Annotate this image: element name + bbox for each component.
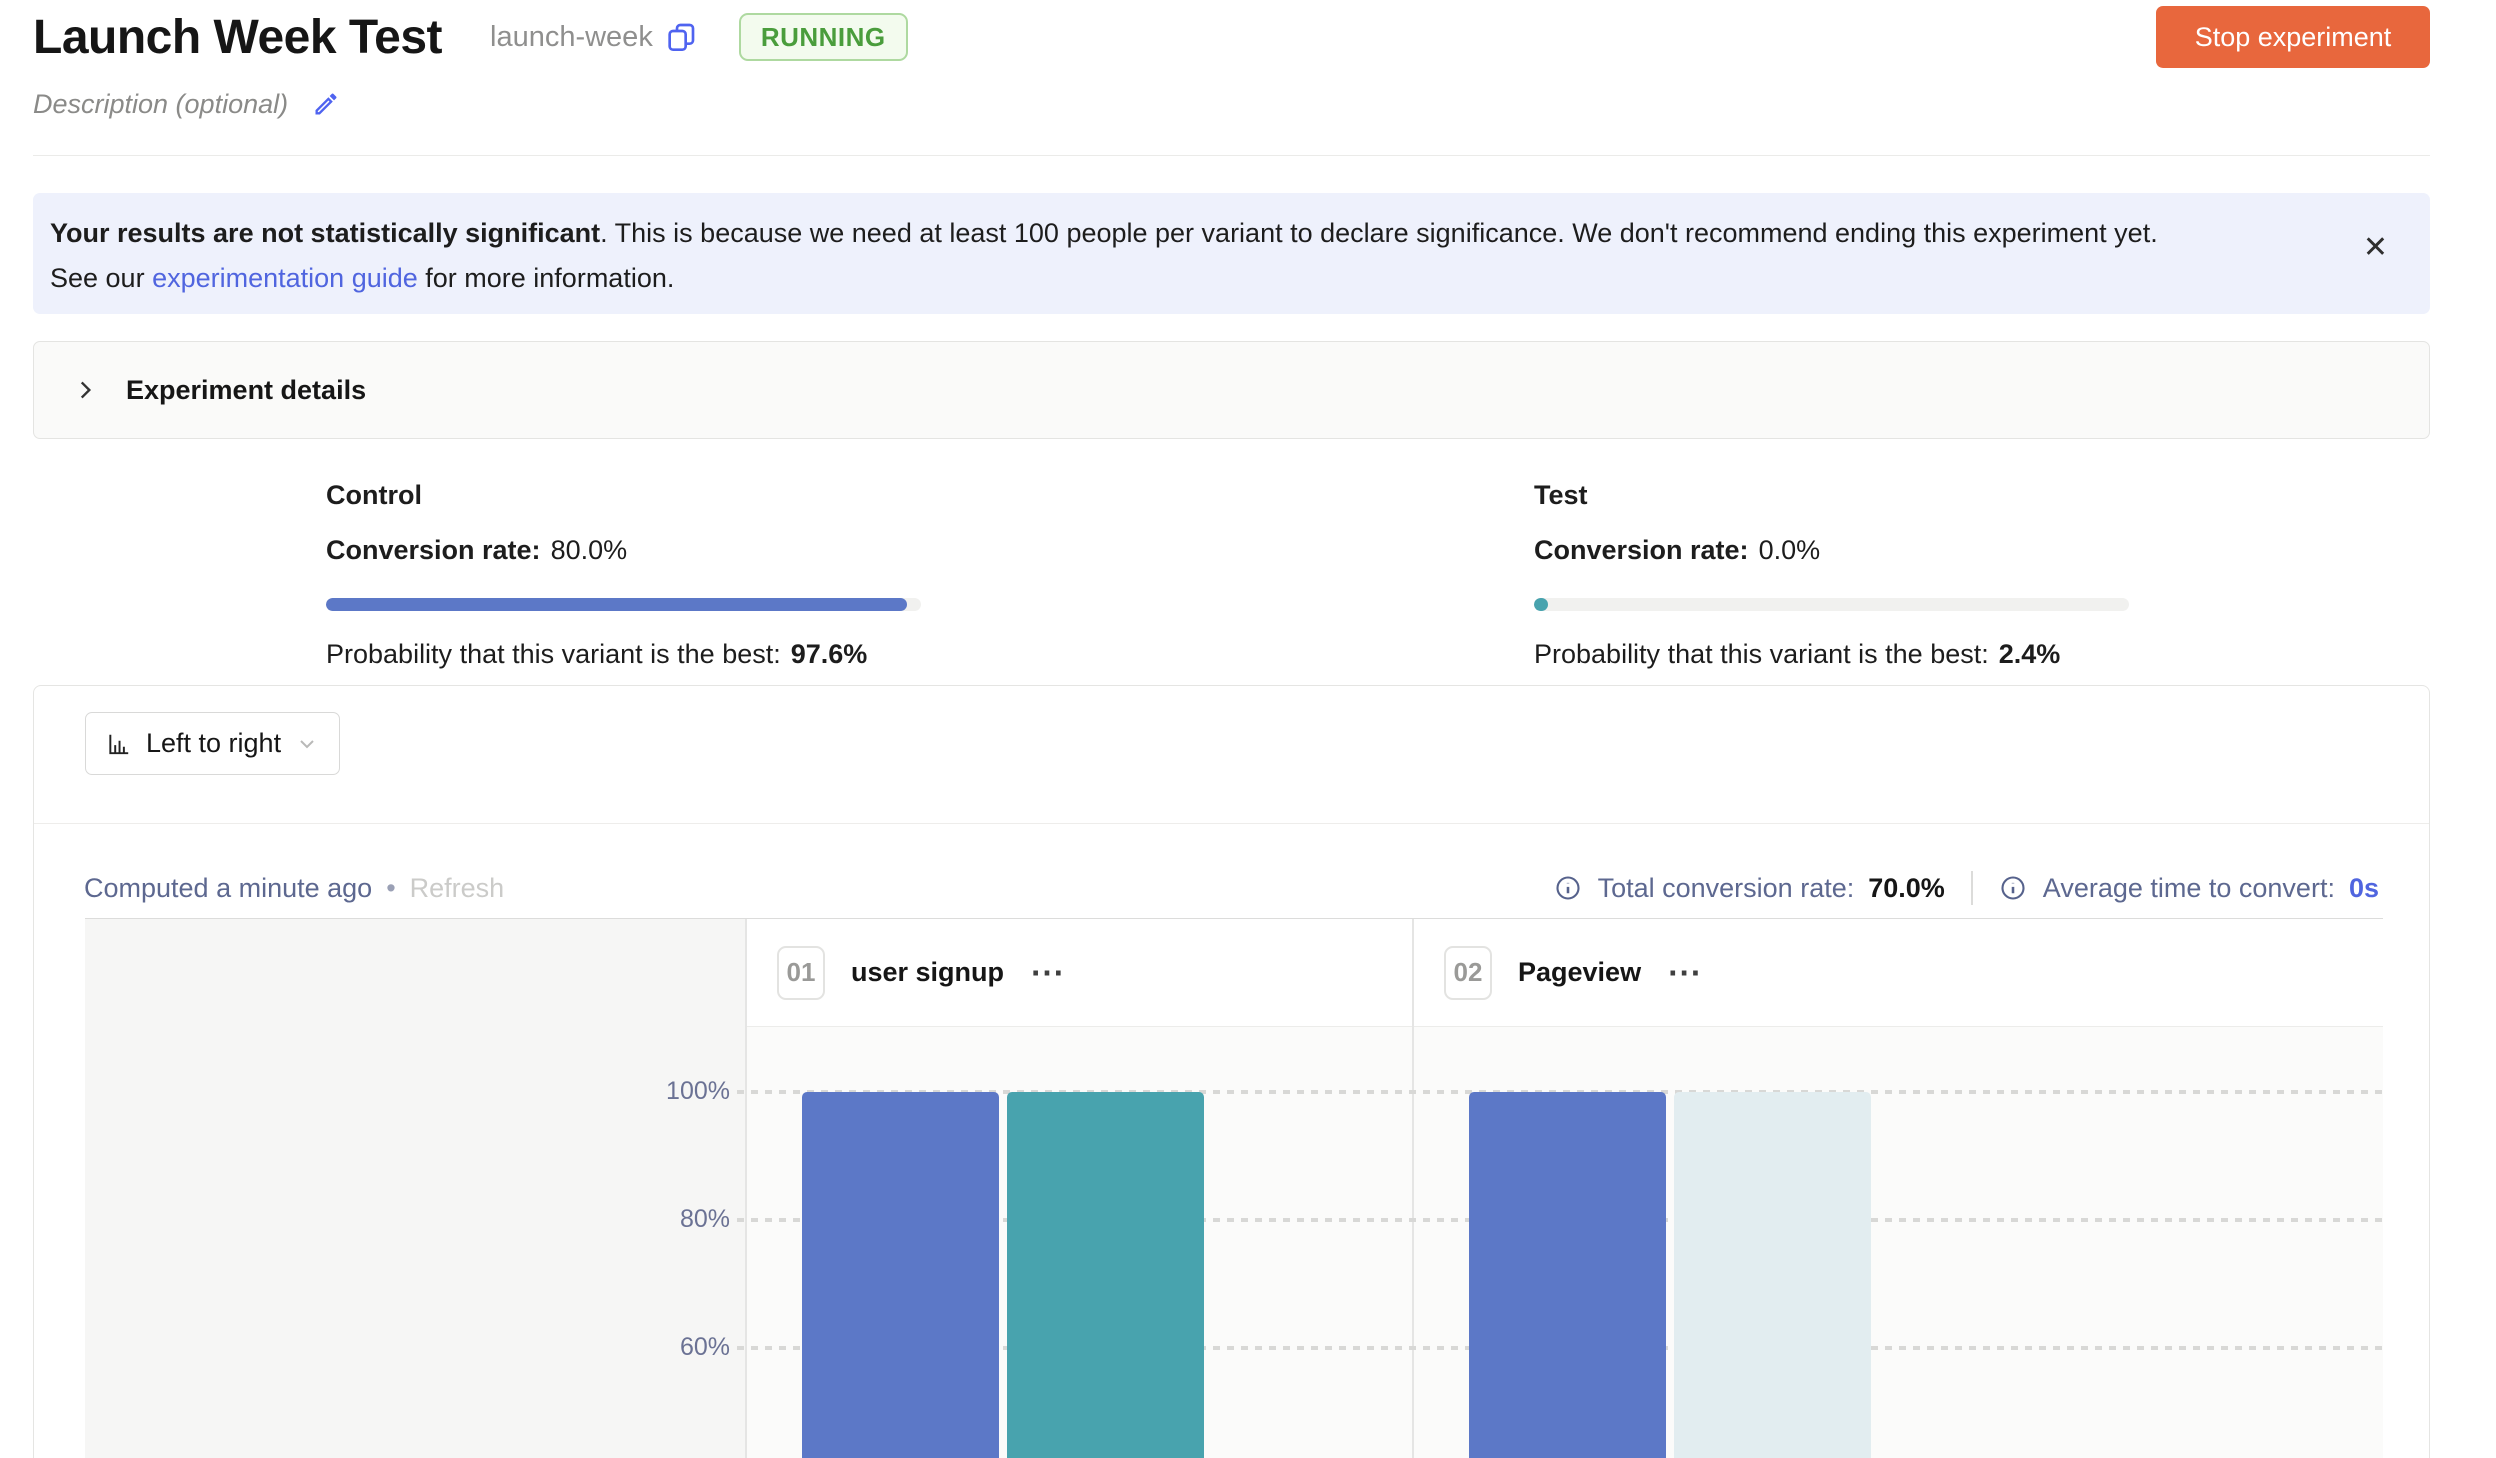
computed-left: Computed a minute ago • Refresh xyxy=(84,873,504,904)
probability-bar-track xyxy=(1534,598,2129,611)
step-menu-icon[interactable]: ⋯ xyxy=(1030,953,1067,992)
significance-banner: Your results are not statistically signi… xyxy=(33,193,2430,314)
probability-line: Probability that this variant is the bes… xyxy=(1534,639,2129,670)
funnel-bar-test-step-1[interactable] xyxy=(1007,1092,1204,1458)
probability-bar-track xyxy=(326,598,921,611)
step-name: Pageview xyxy=(1518,957,1642,987)
funnel-bar-control-step-2[interactable] xyxy=(1469,1092,1666,1458)
y-axis-tick-label: 80% xyxy=(679,1205,730,1233)
banner-bold-text: Your results are not statistically signi… xyxy=(50,218,601,248)
banner-close-icon[interactable]: ✕ xyxy=(2362,231,2388,264)
funnel-stats: Total conversion rate: 70.0% Average tim… xyxy=(1554,871,2379,905)
banner-see-our: See our xyxy=(50,263,153,293)
page-header: Launch Week Test launch-week RUNNING Sto… xyxy=(33,4,2430,70)
variant-control: Control Conversion rate: 80.0% Probabilit… xyxy=(326,470,921,670)
stop-experiment-button[interactable]: Stop experiment xyxy=(2156,6,2430,68)
banner-line1: Your results are not statistically signi… xyxy=(50,211,2320,256)
y-axis-tick-label: 60% xyxy=(679,1333,730,1361)
y-axis-tick-label: 100% xyxy=(666,1077,730,1105)
computed-timestamp: Computed a minute ago xyxy=(84,872,373,903)
experimentation-guide-link[interactable]: experimentation guide xyxy=(152,263,418,293)
copy-icon[interactable] xyxy=(665,21,697,53)
variants-summary: Control Conversion rate: 80.0% Probabilit… xyxy=(0,470,2496,680)
refresh-link[interactable]: Refresh xyxy=(409,872,505,903)
chevron-right-icon xyxy=(72,377,98,403)
probability-line: Probability that this variant is the bes… xyxy=(326,639,921,670)
info-icon[interactable] xyxy=(1999,874,2027,902)
separator-dot: • xyxy=(386,872,396,903)
total-conversion-value: 70.0% xyxy=(1868,872,1945,903)
variant-name: Test xyxy=(1534,480,1588,510)
step-header: 01 user signup ⋯ xyxy=(747,919,1412,1027)
probability-value: 2.4% xyxy=(1998,639,2061,669)
stat-divider xyxy=(1970,871,1973,905)
banner-rest-text: . This is because we need at least 100 p… xyxy=(600,218,2158,248)
funnel-chart: 01 user signup ⋯ 02 Pageview ⋯ 100% 80% 60… xyxy=(85,918,2383,1458)
probability-label: Probability that this variant is the bes… xyxy=(1534,639,1989,669)
step-header: 02 Pageview ⋯ xyxy=(1414,919,2383,1027)
bar-chart-icon xyxy=(106,731,132,757)
edit-pencil-icon[interactable] xyxy=(312,90,340,118)
description-row: Description (optional) xyxy=(33,84,340,124)
conversion-rate-line: Conversion rate: 80.0% xyxy=(326,535,921,566)
variant-test: Test Conversion rate: 0.0% Probability th… xyxy=(1534,470,2129,670)
funnel-bar-test-step-2[interactable] xyxy=(1674,1092,1871,1458)
total-conversion-label: Total conversion rate: xyxy=(1597,872,1855,903)
variant-name: Control xyxy=(326,480,422,510)
chart-left-gutter xyxy=(85,919,745,1458)
experiment-details-toggle[interactable]: Experiment details xyxy=(33,341,2430,439)
probability-bar-fill xyxy=(326,598,907,611)
computed-status-row: Computed a minute ago • Refresh Total co… xyxy=(84,858,2379,918)
conversion-rate-label: Conversion rate: xyxy=(1534,535,1749,565)
avg-time-label: Average time to convert: xyxy=(2042,872,2335,903)
feature-flag: launch-week xyxy=(490,21,697,54)
funnel-view-label: Left to right xyxy=(146,728,282,758)
card-divider xyxy=(34,823,2429,824)
step-number-chip: 01 xyxy=(777,945,825,1000)
description-placeholder: Description (optional) xyxy=(33,88,289,119)
probability-label: Probability that this variant is the bes… xyxy=(326,639,781,669)
avg-time-value: 0s xyxy=(2348,872,2379,903)
probability-value: 97.6% xyxy=(790,639,868,669)
conversion-rate-label: Conversion rate: xyxy=(326,535,541,565)
step-number-chip: 02 xyxy=(1444,945,1492,1000)
step-name: user signup xyxy=(851,957,1005,987)
probability-bar-fill xyxy=(1534,598,1549,611)
chevron-down-icon xyxy=(295,732,319,756)
funnel-results-card: Left to right Computed a minute ago • Re… xyxy=(33,685,2430,1458)
page-title: Launch Week Test xyxy=(33,10,443,64)
banner-more-info: for more information. xyxy=(417,263,675,293)
conversion-rate-value: 0.0% xyxy=(1758,535,1821,565)
funnel-bar-control-step-1[interactable] xyxy=(802,1092,999,1458)
conversion-rate-line: Conversion rate: 0.0% xyxy=(1534,535,2129,566)
feature-flag-key: launch-week xyxy=(490,20,653,53)
status-badge: RUNNING xyxy=(738,13,908,61)
info-icon[interactable] xyxy=(1554,874,1582,902)
step-menu-icon[interactable]: ⋯ xyxy=(1667,953,1704,992)
funnel-view-dropdown[interactable]: Left to right xyxy=(85,712,341,775)
conversion-rate-value: 80.0% xyxy=(550,535,628,565)
experiment-details-label: Experiment details xyxy=(126,374,367,405)
banner-line2: See our experimentation guide for more i… xyxy=(50,256,2320,301)
header-divider xyxy=(33,155,2430,156)
